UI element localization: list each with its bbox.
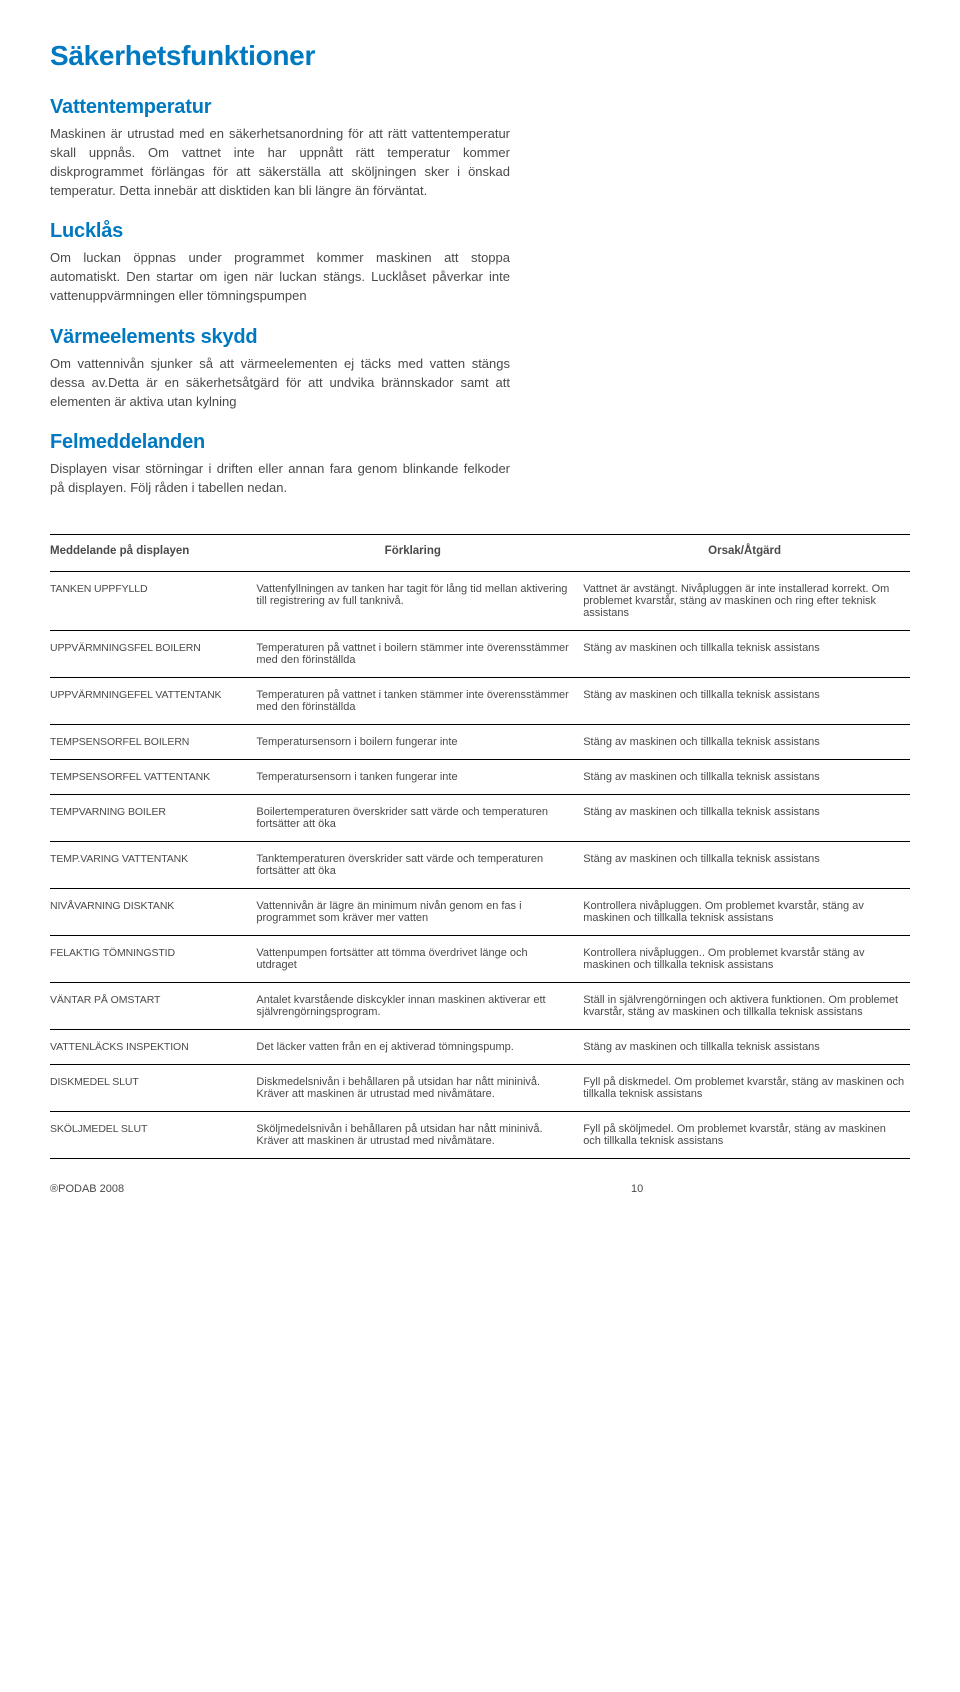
cell-action: Fyll på sköljmedel. Om problemet kvarstå… — [583, 1112, 910, 1159]
page-title: Säkerhetsfunktioner — [50, 40, 910, 72]
footer-copyright: ®PODAB 2008 — [50, 1183, 124, 1195]
para-felmeddelanden: Displayen visar störningar i driften ell… — [50, 460, 510, 498]
cell-explanation: Vattenpumpen fortsätter att tömma överdr… — [256, 936, 583, 983]
cell-explanation: Vattenfyllningen av tanken har tagit för… — [256, 572, 583, 631]
cell-message: FELAKTIG TÖMNINGSTID — [50, 936, 256, 983]
table-row: SKÖLJMEDEL SLUTSköljmedelsnivån i behåll… — [50, 1112, 910, 1159]
para-lucklas: Om luckan öppnas under programmet kommer… — [50, 249, 510, 306]
error-table: Meddelande på displayen Förklaring Orsak… — [50, 534, 910, 1159]
cell-action: Stäng av maskinen och tillkalla teknisk … — [583, 842, 910, 889]
th-explanation: Förklaring — [256, 535, 583, 572]
th-action: Orsak/Åtgärd — [583, 535, 910, 572]
cell-message: TEMP.VARING VATTENTANK — [50, 842, 256, 889]
cell-message: TEMPSENSORFEL VATTENTANK — [50, 760, 256, 795]
cell-action: Stäng av maskinen och tillkalla teknisk … — [583, 678, 910, 725]
cell-action: Kontrollera nivåpluggen.. Om problemet k… — [583, 936, 910, 983]
footer-page-number: 10 — [631, 1183, 643, 1195]
cell-action: Stäng av maskinen och tillkalla teknisk … — [583, 795, 910, 842]
para-vattentemperatur: Maskinen är utrustad med en säkerhetsano… — [50, 125, 510, 200]
cell-action: Fyll på diskmedel. Om problemet kvarstår… — [583, 1065, 910, 1112]
cell-explanation: Tanktemperaturen överskrider satt värde … — [256, 842, 583, 889]
table-row: VATTENLÄCKS INSPEKTIONDet läcker vatten … — [50, 1030, 910, 1065]
cell-action: Stäng av maskinen och tillkalla teknisk … — [583, 725, 910, 760]
table-row: UPPVÄRMNINGEFEL VATTENTANKTemperaturen p… — [50, 678, 910, 725]
section-varmeelements: Värmeelements skydd Om vattennivån sjunk… — [50, 326, 510, 412]
cell-explanation: Vattennivån är lägre än minimum nivån ge… — [256, 889, 583, 936]
cell-message: NIVÅVARNING DISKTANK — [50, 889, 256, 936]
cell-explanation: Temperaturen på vattnet i boilern stämme… — [256, 631, 583, 678]
table-row: DISKMEDEL SLUTDiskmedelsnivån i behållar… — [50, 1065, 910, 1112]
cell-explanation: Temperaturen på vattnet i tanken stämmer… — [256, 678, 583, 725]
section-felmeddelanden: Felmeddelanden Displayen visar störninga… — [50, 431, 510, 498]
cell-action: Stäng av maskinen och tillkalla teknisk … — [583, 1030, 910, 1065]
para-varmeelements: Om vattennivån sjunker så att värmeeleme… — [50, 355, 510, 412]
table-row: VÄNTAR PÅ OMSTARTAntalet kvarstående dis… — [50, 983, 910, 1030]
cell-action: Stäng av maskinen och tillkalla teknisk … — [583, 631, 910, 678]
table-row: TEMPSENSORFEL BOILERNTemperatursensorn i… — [50, 725, 910, 760]
table-row: TEMPSENSORFEL VATTENTANKTemperatursensor… — [50, 760, 910, 795]
section-vattentemperatur: Vattentemperatur Maskinen är utrustad me… — [50, 96, 510, 200]
table-header-row: Meddelande på displayen Förklaring Orsak… — [50, 535, 910, 572]
cell-explanation: Diskmedelsnivån i behållaren på utsidan … — [256, 1065, 583, 1112]
cell-explanation: Det läcker vatten från en ej aktiverad t… — [256, 1030, 583, 1065]
cell-message: DISKMEDEL SLUT — [50, 1065, 256, 1112]
cell-message: TANKEN UPPFYLLD — [50, 572, 256, 631]
cell-message: TEMPVARNING BOILER — [50, 795, 256, 842]
cell-action: Ställ in självrengörningen och aktivera … — [583, 983, 910, 1030]
table-row: TEMP.VARING VATTENTANKTanktemperaturen ö… — [50, 842, 910, 889]
heading-felmeddelanden: Felmeddelanden — [50, 431, 510, 454]
cell-message: TEMPSENSORFEL BOILERN — [50, 725, 256, 760]
cell-action: Vattnet är avstängt. Nivåpluggen är inte… — [583, 572, 910, 631]
cell-message: VATTENLÄCKS INSPEKTION — [50, 1030, 256, 1065]
cell-action: Kontrollera nivåpluggen. Om problemet kv… — [583, 889, 910, 936]
section-lucklas: Lucklås Om luckan öppnas under programme… — [50, 220, 510, 306]
cell-explanation: Temperatursensorn i tanken fungerar inte — [256, 760, 583, 795]
cell-message: SKÖLJMEDEL SLUT — [50, 1112, 256, 1159]
cell-message: UPPVÄRMNINGSFEL BOILERN — [50, 631, 256, 678]
cell-message: VÄNTAR PÅ OMSTART — [50, 983, 256, 1030]
table-row: UPPVÄRMNINGSFEL BOILERNTemperaturen på v… — [50, 631, 910, 678]
table-row: TANKEN UPPFYLLDVattenfyllningen av tanke… — [50, 572, 910, 631]
cell-explanation: Boilertemperaturen överskrider satt värd… — [256, 795, 583, 842]
cell-explanation: Sköljmedelsnivån i behållaren på utsidan… — [256, 1112, 583, 1159]
footer: ®PODAB 2008 10 — [50, 1183, 910, 1195]
cell-message: UPPVÄRMNINGEFEL VATTENTANK — [50, 678, 256, 725]
cell-explanation: Temperatursensorn i boilern fungerar int… — [256, 725, 583, 760]
table-row: NIVÅVARNING DISKTANKVattennivån är lägre… — [50, 889, 910, 936]
cell-explanation: Antalet kvarstående diskcykler innan mas… — [256, 983, 583, 1030]
table-row: TEMPVARNING BOILERBoilertemperaturen öve… — [50, 795, 910, 842]
table-row: FELAKTIG TÖMNINGSTIDVattenpumpen fortsät… — [50, 936, 910, 983]
heading-lucklas: Lucklås — [50, 220, 510, 243]
heading-vattentemperatur: Vattentemperatur — [50, 96, 510, 119]
th-message: Meddelande på displayen — [50, 535, 256, 572]
heading-varmeelements: Värmeelements skydd — [50, 326, 510, 349]
cell-action: Stäng av maskinen och tillkalla teknisk … — [583, 760, 910, 795]
